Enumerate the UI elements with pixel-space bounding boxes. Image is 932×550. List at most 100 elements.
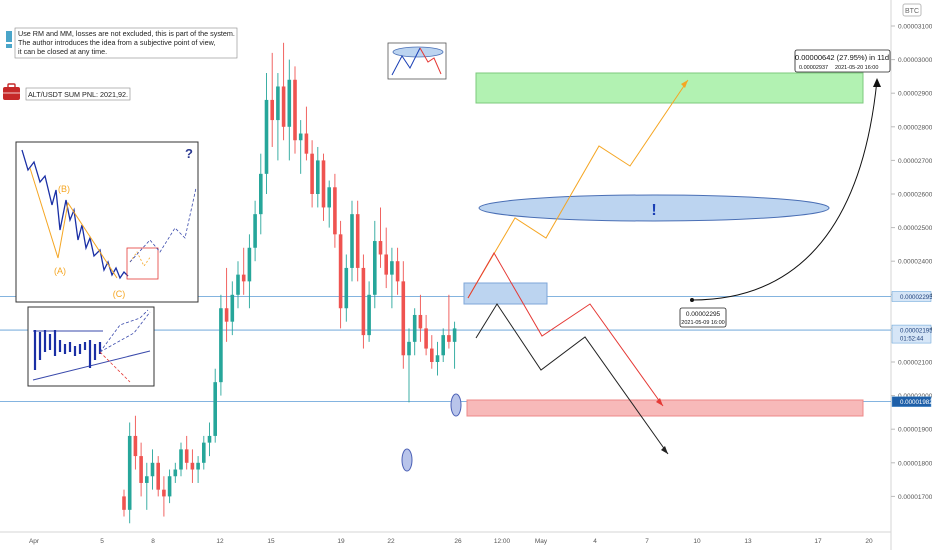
candle-body[interactable] bbox=[424, 328, 428, 349]
briefcase-icon bbox=[3, 83, 20, 100]
abc-wave-diagram[interactable]: (B) (A) (C) ? bbox=[15, 141, 199, 303]
candle-body[interactable] bbox=[179, 449, 183, 470]
candle-body[interactable] bbox=[207, 435, 212, 443]
candle-body[interactable] bbox=[321, 160, 326, 208]
candle-body[interactable] bbox=[276, 86, 280, 121]
candle-body[interactable] bbox=[264, 99, 269, 174]
currency-badge[interactable] bbox=[902, 3, 922, 17]
candle-body[interactable] bbox=[156, 462, 160, 490]
candle-body[interactable] bbox=[355, 214, 360, 268]
candle-body[interactable] bbox=[287, 79, 292, 127]
arrowhead-icon bbox=[681, 80, 688, 88]
candle-body[interactable] bbox=[167, 476, 172, 497]
candle-body[interactable] bbox=[430, 348, 434, 362]
projection-path-black[interactable] bbox=[475, 303, 669, 455]
candle-body[interactable] bbox=[447, 335, 451, 342]
candle-body[interactable] bbox=[418, 314, 423, 329]
candle-body[interactable] bbox=[407, 341, 411, 356]
candle-body[interactable] bbox=[139, 456, 143, 483]
target-zone-green[interactable] bbox=[475, 72, 864, 104]
y-tick-label: 0.00001900 bbox=[898, 427, 932, 434]
candle-body[interactable] bbox=[373, 241, 377, 295]
candle-body[interactable] bbox=[196, 462, 200, 470]
disclaimer-box bbox=[14, 27, 238, 59]
y-tick-label: 0.00002900 bbox=[898, 91, 932, 98]
candle-body[interactable] bbox=[316, 160, 320, 194]
stop-zone-red[interactable] bbox=[466, 399, 864, 417]
candle-body[interactable] bbox=[384, 254, 388, 275]
candle-body[interactable] bbox=[162, 489, 166, 497]
x-tick-label: 5 bbox=[100, 538, 104, 545]
candle-body[interactable] bbox=[395, 261, 400, 282]
price-tag-label: 0.00002295 bbox=[900, 294, 932, 301]
y-tick-label: 0.00001800 bbox=[898, 460, 932, 467]
projection-path-orange[interactable] bbox=[467, 79, 689, 299]
candle-body[interactable] bbox=[452, 328, 457, 342]
candle-body[interactable] bbox=[270, 99, 274, 121]
arrowhead-icon bbox=[873, 78, 881, 87]
candle-body[interactable] bbox=[344, 267, 349, 309]
anchor-point[interactable] bbox=[690, 298, 694, 302]
mini-pattern-diagram[interactable] bbox=[387, 42, 447, 80]
candle-body[interactable] bbox=[361, 267, 366, 336]
x-tick-label: 7 bbox=[645, 538, 649, 545]
candle-body[interactable] bbox=[230, 294, 235, 322]
candle-body[interactable] bbox=[190, 462, 195, 470]
y-axis[interactable]: 0.00003100 0.00003000 0.00002900 0.00002800… bbox=[891, 24, 932, 501]
candle-body[interactable] bbox=[122, 496, 126, 510]
candle-body[interactable] bbox=[247, 247, 252, 282]
candle-body[interactable] bbox=[350, 214, 354, 268]
candle-body[interactable] bbox=[173, 469, 178, 477]
arrowhead-icon bbox=[661, 446, 668, 454]
candle-body[interactable] bbox=[304, 133, 309, 154]
candle-body[interactable] bbox=[327, 187, 331, 208]
start-callout[interactable] bbox=[679, 307, 727, 328]
candle-body[interactable] bbox=[150, 462, 155, 477]
candle-body[interactable] bbox=[441, 335, 445, 356]
target-callout-date: 2021-05-20 16:00 bbox=[835, 65, 878, 71]
candle-body[interactable] bbox=[281, 86, 286, 127]
candle-body[interactable] bbox=[401, 281, 406, 356]
triangle-pattern-diagram[interactable] bbox=[27, 306, 155, 387]
candle-body[interactable] bbox=[202, 442, 206, 463]
candle-body[interactable] bbox=[293, 79, 297, 141]
disclaimer-line: Use RM and MM, losses are not excluded, … bbox=[18, 29, 235, 38]
candle-body[interactable] bbox=[133, 435, 138, 457]
candle-body[interactable] bbox=[184, 449, 189, 463]
entry-zone-blue[interactable] bbox=[463, 282, 548, 305]
candle-body[interactable] bbox=[253, 214, 257, 248]
candle-body[interactable] bbox=[333, 187, 337, 235]
target-callout[interactable] bbox=[794, 49, 891, 73]
info-icon bbox=[6, 31, 12, 42]
y-tick-label: 0.00002400 bbox=[898, 259, 932, 266]
projection-path-red[interactable] bbox=[467, 252, 664, 407]
candle-body[interactable] bbox=[378, 241, 383, 255]
candle-body[interactable] bbox=[213, 382, 217, 436]
candle-body[interactable] bbox=[236, 274, 240, 295]
candle-body[interactable] bbox=[435, 355, 440, 362]
x-tick-label: 22 bbox=[387, 538, 395, 545]
candle-body[interactable] bbox=[412, 314, 417, 342]
x-axis[interactable]: Apr 5 8 12 15 19 22 26 12:00 May 4 7 10 13 17 20 bbox=[29, 538, 873, 545]
target-curve-arrow[interactable] bbox=[691, 79, 878, 301]
candle-body[interactable] bbox=[219, 308, 223, 383]
candle-body[interactable] bbox=[127, 435, 132, 510]
candle-body[interactable] bbox=[338, 234, 343, 309]
y-tick-label: 0.00001700 bbox=[898, 494, 932, 501]
price-tag-countdown: 01:52:44 bbox=[900, 337, 924, 343]
candle-body[interactable] bbox=[390, 261, 394, 275]
candle-body[interactable] bbox=[224, 308, 229, 322]
low-wick-ellipse[interactable] bbox=[401, 448, 413, 472]
disclaimer-line: it can be closed at any time. bbox=[18, 47, 107, 56]
x-tick-label: 17 bbox=[814, 538, 822, 545]
candle-body[interactable] bbox=[298, 133, 303, 141]
candle-body[interactable] bbox=[145, 476, 149, 483]
candle-body[interactable] bbox=[310, 153, 314, 194]
candle-body[interactable] bbox=[259, 173, 263, 215]
candle-body[interactable] bbox=[367, 294, 371, 336]
low-wick-ellipse[interactable] bbox=[450, 393, 462, 417]
x-tick-label: 13 bbox=[744, 538, 752, 545]
start-callout-price: 0.00002295 bbox=[686, 311, 721, 318]
candle-body[interactable] bbox=[241, 274, 246, 282]
